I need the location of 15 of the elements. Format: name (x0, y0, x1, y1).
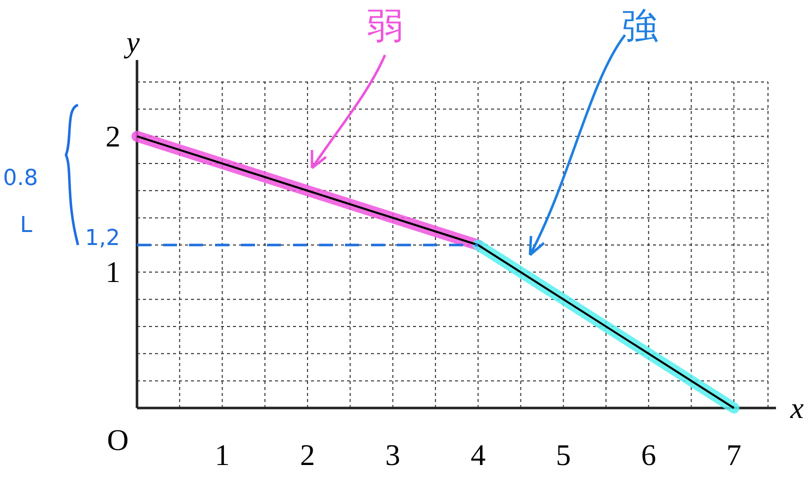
x-tick-label: 6 (641, 439, 656, 472)
text: 1,2 (85, 226, 120, 251)
text: L (20, 213, 33, 238)
x-tick-label: 5 (556, 439, 571, 472)
text: 0.8 (3, 166, 38, 191)
x-tick-label: 1 (214, 439, 230, 472)
x-tick-label: 2 (300, 439, 316, 472)
x-tick-label: 7 (726, 439, 742, 472)
x-tick-label: 4 (470, 439, 486, 472)
y-axis-title: y (123, 26, 140, 59)
x-axis-title: x (789, 392, 804, 425)
text: O (107, 424, 129, 457)
text: 強 (622, 6, 658, 47)
x-tick-label: 3 (385, 439, 400, 472)
text: 弱 (367, 6, 403, 47)
